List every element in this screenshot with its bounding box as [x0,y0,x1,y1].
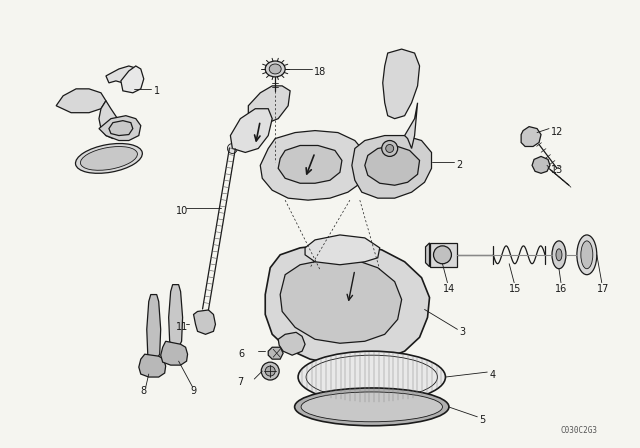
Polygon shape [230,109,272,152]
Polygon shape [139,354,166,377]
Text: 7: 7 [237,377,244,387]
Text: 15: 15 [509,284,522,293]
Polygon shape [265,245,429,364]
Ellipse shape [552,241,566,269]
Text: 5: 5 [479,415,486,425]
Text: 11: 11 [175,323,188,332]
Text: 10: 10 [175,206,188,215]
Circle shape [386,145,394,152]
Polygon shape [278,146,342,183]
Polygon shape [99,101,121,138]
Text: 1: 1 [154,86,160,96]
Ellipse shape [577,235,596,275]
Ellipse shape [294,388,449,426]
Text: 4: 4 [489,370,495,380]
Polygon shape [121,66,144,93]
Ellipse shape [81,146,138,170]
Polygon shape [248,86,290,123]
Polygon shape [109,121,133,136]
Polygon shape [365,146,420,185]
Polygon shape [268,347,283,359]
Polygon shape [106,66,141,85]
Polygon shape [280,260,402,343]
Text: 2: 2 [456,160,463,170]
Polygon shape [532,156,550,173]
Circle shape [261,362,279,380]
Text: 18: 18 [314,67,326,77]
Polygon shape [278,332,305,355]
Polygon shape [56,89,106,113]
Text: 16: 16 [555,284,567,293]
Polygon shape [99,116,141,141]
Polygon shape [169,284,182,347]
Ellipse shape [556,249,562,261]
Ellipse shape [298,351,445,403]
Ellipse shape [301,392,442,422]
Text: 14: 14 [442,284,454,293]
Ellipse shape [265,61,285,77]
Text: 3: 3 [460,327,465,337]
Polygon shape [429,243,458,267]
Polygon shape [161,341,188,365]
Text: 12: 12 [551,127,563,137]
Text: 17: 17 [596,284,609,293]
Ellipse shape [76,143,142,173]
Text: 8: 8 [141,386,147,396]
Polygon shape [260,130,368,200]
Circle shape [381,141,397,156]
Text: C030C2G3: C030C2G3 [561,426,597,435]
Circle shape [433,246,451,264]
Ellipse shape [269,64,281,74]
Text: 9: 9 [191,386,196,396]
Polygon shape [404,103,417,148]
Polygon shape [193,310,216,334]
Circle shape [227,143,237,154]
Polygon shape [147,294,161,359]
Text: 13: 13 [551,165,563,175]
Polygon shape [521,127,541,146]
Polygon shape [383,49,420,119]
Polygon shape [426,243,429,267]
Polygon shape [352,136,431,198]
Text: 6: 6 [238,349,244,359]
Polygon shape [305,235,380,265]
Ellipse shape [581,241,593,269]
Circle shape [265,366,275,376]
